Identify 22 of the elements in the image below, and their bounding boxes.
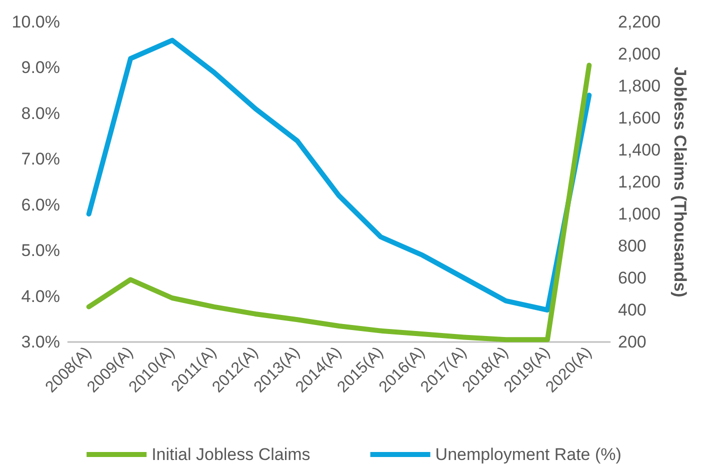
y2-tick-label: 1,000	[618, 204, 661, 224]
y2-tick-label: 1,600	[618, 108, 661, 128]
y2-tick-label: 400	[618, 300, 646, 320]
legend-label: Initial Jobless Claims	[152, 445, 310, 464]
y2-tick-label: 2,200	[618, 12, 661, 32]
y2-tick-label: 800	[618, 236, 646, 256]
y-tick-label: 8.0%	[21, 104, 60, 123]
y-tick-label: 3.0%	[21, 332, 60, 352]
y-tick-label: 5.0%	[21, 241, 60, 260]
y-tick-label: 10.0%	[12, 12, 60, 32]
y-tick-label: 4.0%	[21, 286, 60, 306]
y-tick-label: 7.0%	[21, 150, 60, 169]
y2-tick-label: 600	[618, 268, 646, 288]
legend-label: Unemployment Rate (%)	[435, 445, 622, 464]
y2-axis-title: Jobless Claims (Thousands)	[670, 66, 690, 298]
y2-tick-label: 2,000	[618, 44, 661, 64]
y2-tick-label: 1,400	[618, 140, 661, 160]
y-tick-label: 6.0%	[21, 195, 60, 214]
y2-tick-label: 1,800	[618, 76, 661, 96]
y2-tick-label: 1,200	[618, 172, 661, 192]
y2-tick-label: 200	[618, 332, 646, 352]
y-tick-label: 9.0%	[21, 58, 60, 78]
